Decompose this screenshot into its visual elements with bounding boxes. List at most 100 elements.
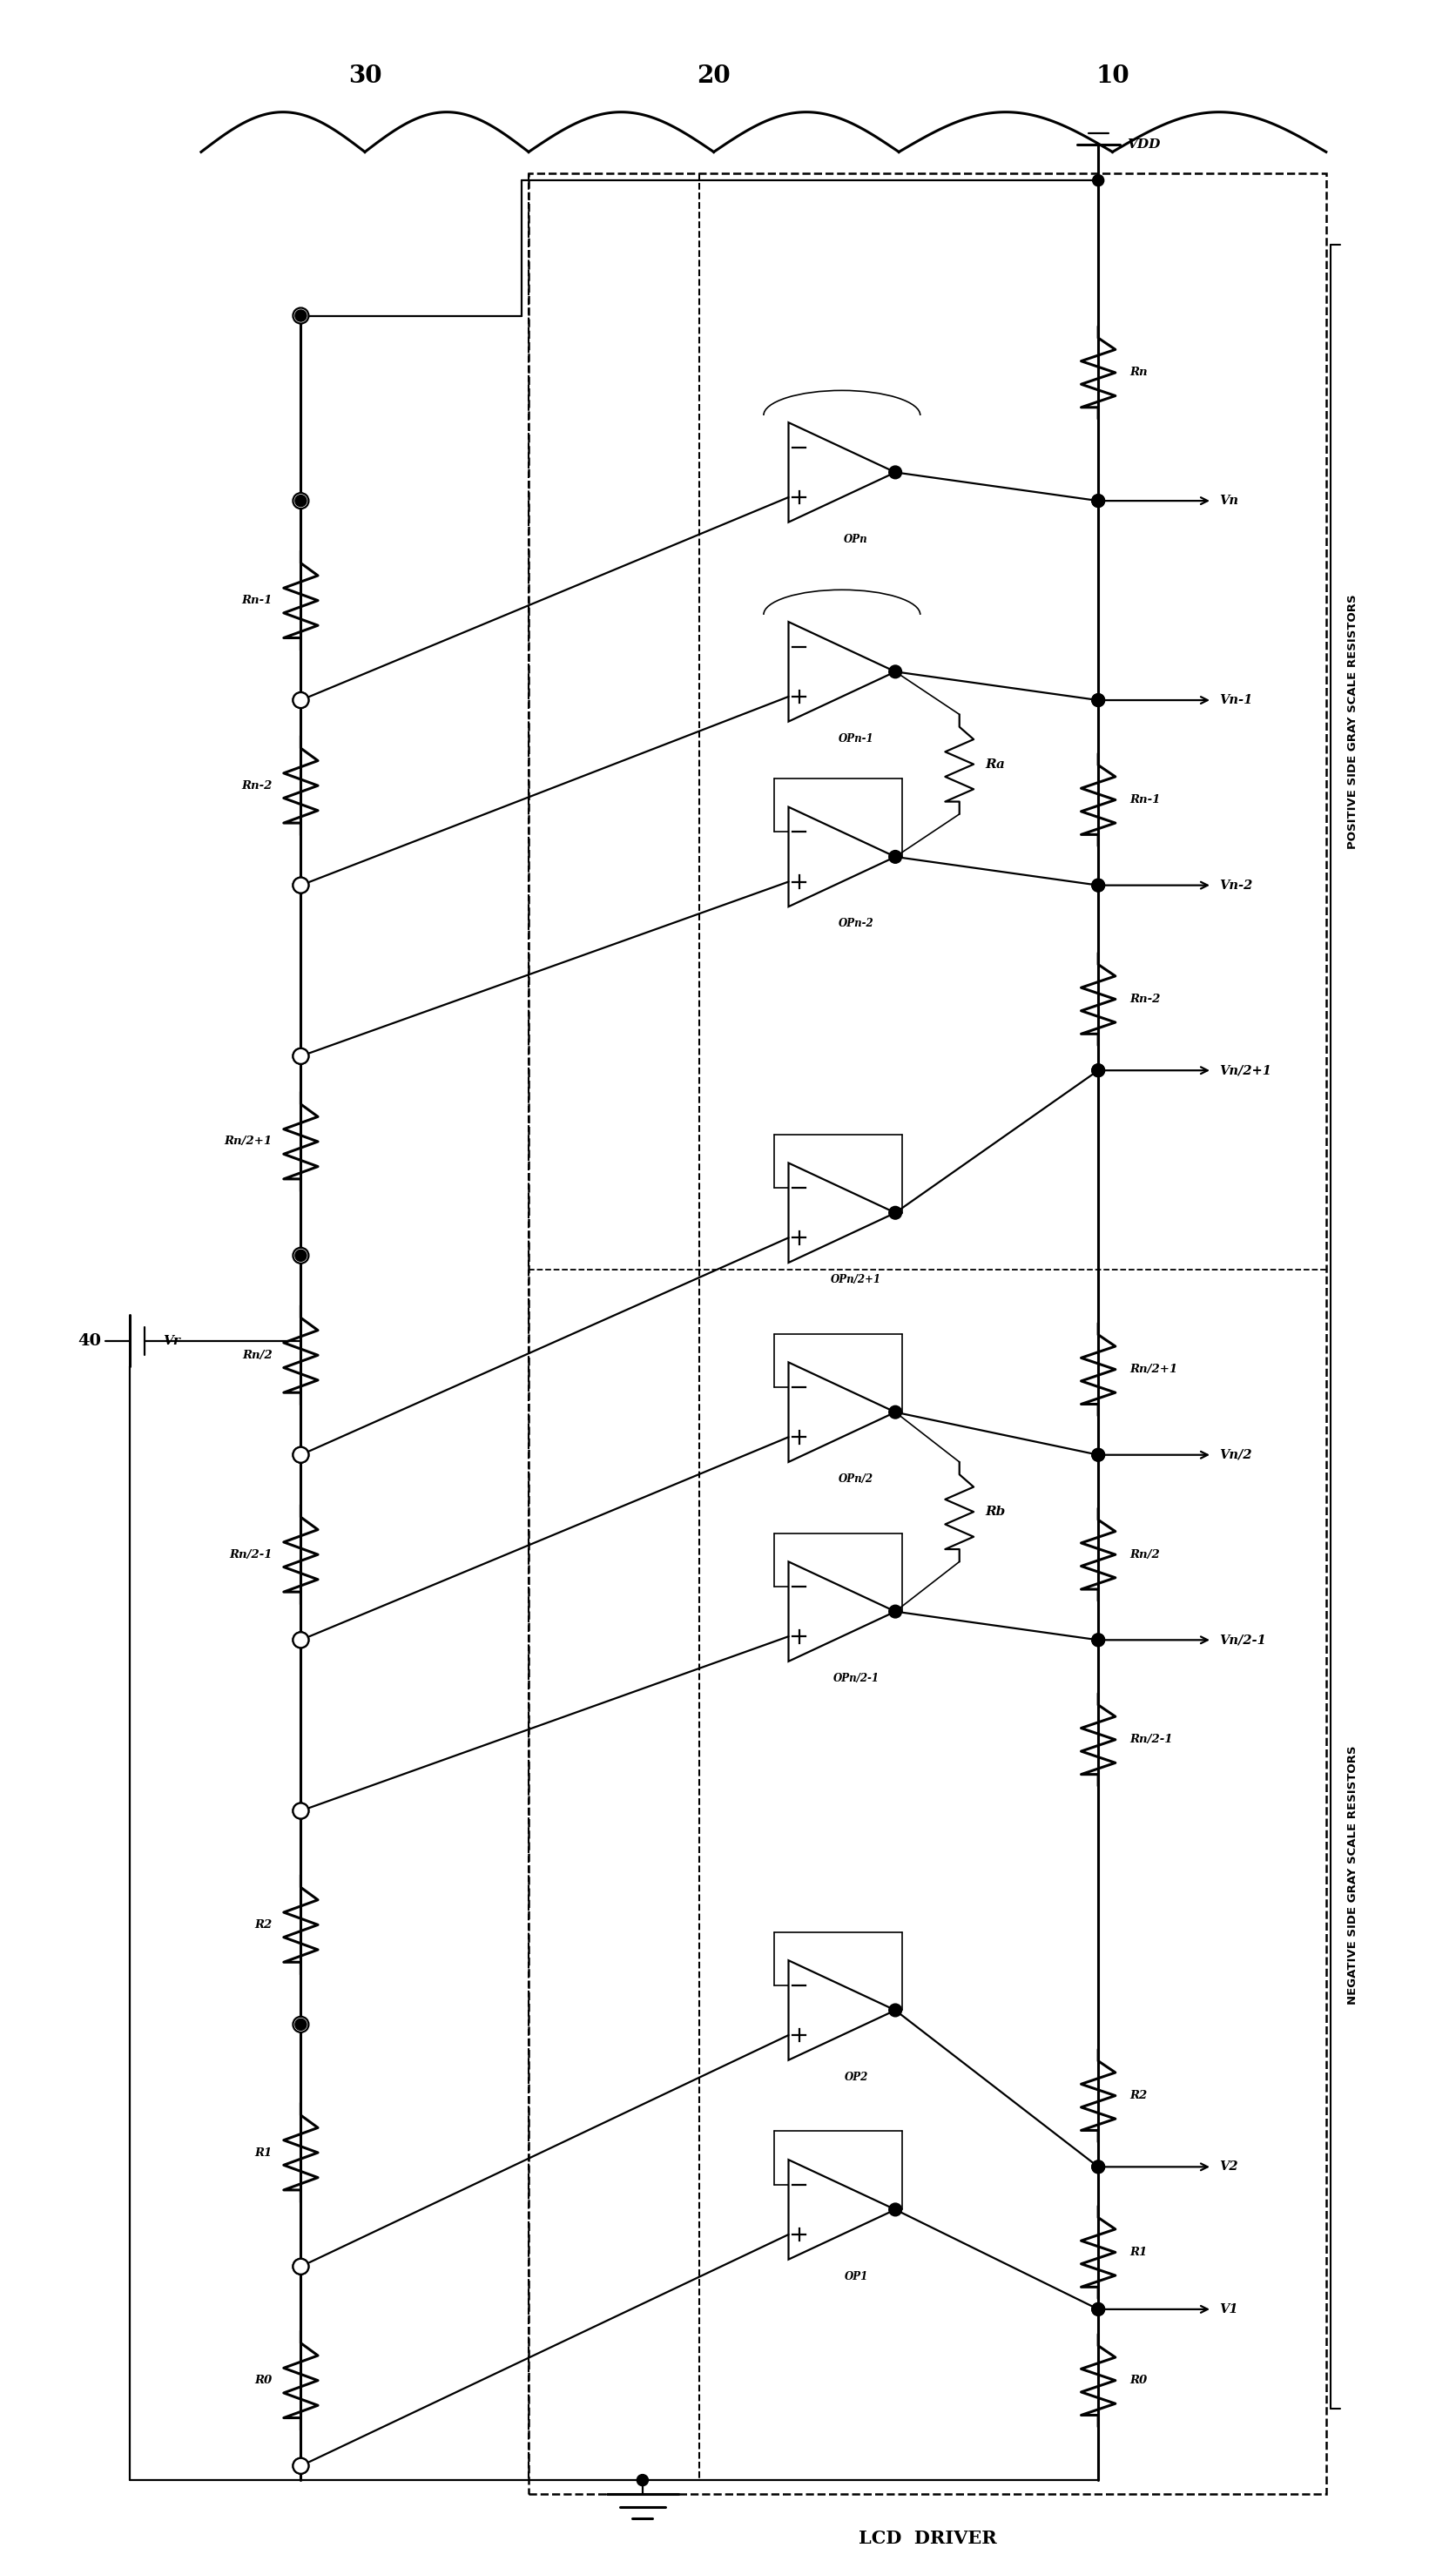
Circle shape	[293, 1446, 309, 1464]
Text: OPn-1: OPn-1	[839, 732, 874, 745]
Text: OPn: OPn	[844, 534, 868, 544]
Text: Rn: Rn	[1130, 367, 1147, 377]
Text: Rb: Rb	[986, 1505, 1005, 1518]
Text: 10: 10	[1096, 64, 1130, 87]
Text: VDD: VDD	[1127, 139, 1160, 152]
Text: Vn: Vn	[1219, 496, 1239, 506]
Text: Vr: Vr	[163, 1335, 181, 1348]
Text: Vn-2: Vn-2	[1219, 878, 1252, 891]
Circle shape	[293, 493, 309, 508]
Circle shape	[296, 1805, 307, 1816]
Text: R1: R1	[1130, 2247, 1147, 2257]
Circle shape	[293, 2016, 309, 2031]
Circle shape	[890, 1605, 901, 1618]
Circle shape	[293, 1803, 309, 1818]
Text: OPn/2: OPn/2	[839, 1474, 874, 1484]
Text: Rn/2-1: Rn/2-1	[1130, 1733, 1172, 1746]
Circle shape	[1092, 2303, 1105, 2316]
Circle shape	[296, 496, 307, 506]
Circle shape	[294, 1050, 307, 1063]
Text: LCD  DRIVER: LCD DRIVER	[858, 2529, 996, 2547]
Circle shape	[293, 878, 309, 894]
Circle shape	[1092, 1063, 1105, 1076]
Text: Rn/2: Rn/2	[242, 1351, 272, 1361]
Circle shape	[296, 2018, 307, 2031]
Circle shape	[293, 1633, 309, 1649]
Text: OPn/2+1: OPn/2+1	[831, 1274, 881, 1287]
Circle shape	[293, 308, 309, 324]
Circle shape	[1092, 878, 1105, 891]
Circle shape	[293, 693, 309, 709]
Circle shape	[1092, 1448, 1105, 1461]
Text: Rn/2: Rn/2	[1130, 1549, 1160, 1561]
Circle shape	[293, 878, 309, 894]
Circle shape	[294, 1633, 307, 1646]
Circle shape	[293, 1048, 309, 1063]
Circle shape	[296, 2460, 307, 2470]
Circle shape	[890, 2203, 901, 2216]
Circle shape	[296, 1633, 307, 1646]
Circle shape	[296, 693, 307, 706]
Circle shape	[890, 1405, 901, 1418]
Circle shape	[293, 2260, 309, 2275]
Circle shape	[294, 2460, 307, 2473]
Circle shape	[293, 2458, 309, 2473]
Circle shape	[296, 311, 307, 321]
Circle shape	[294, 878, 307, 891]
Circle shape	[1092, 2160, 1105, 2173]
Text: Rn/2+1: Rn/2+1	[224, 1135, 272, 1148]
Text: OPn-2: OPn-2	[839, 917, 874, 930]
Circle shape	[293, 693, 309, 709]
Text: R0: R0	[255, 2375, 272, 2386]
Circle shape	[1092, 1448, 1105, 1461]
Circle shape	[293, 1633, 309, 1649]
Circle shape	[1092, 693, 1105, 706]
Text: Rn/2-1: Rn/2-1	[229, 1549, 272, 1561]
Circle shape	[1092, 2303, 1105, 2316]
Circle shape	[293, 1803, 309, 1818]
Circle shape	[890, 850, 901, 863]
Circle shape	[296, 1448, 307, 1461]
Circle shape	[294, 2260, 307, 2273]
Circle shape	[1092, 175, 1104, 185]
Circle shape	[293, 1248, 309, 1263]
Text: 40: 40	[79, 1333, 102, 1348]
Circle shape	[293, 1048, 309, 1063]
Text: Rn-1: Rn-1	[242, 596, 272, 606]
Circle shape	[1092, 2160, 1105, 2173]
Circle shape	[890, 665, 901, 678]
Circle shape	[1092, 1063, 1105, 1076]
Circle shape	[294, 1805, 307, 1818]
Circle shape	[890, 465, 901, 478]
Text: R1: R1	[255, 2147, 272, 2157]
Text: V1: V1	[1219, 2303, 1238, 2316]
Text: Ra: Ra	[986, 758, 1005, 770]
Text: R2: R2	[255, 1918, 272, 1931]
Text: Rn-1: Rn-1	[1130, 794, 1160, 806]
Circle shape	[293, 1446, 309, 1464]
Text: 20: 20	[697, 64, 731, 87]
Circle shape	[890, 2003, 901, 2016]
Text: Rn/2+1: Rn/2+1	[1130, 1364, 1178, 1374]
Circle shape	[1092, 1633, 1105, 1646]
Text: Vn/2: Vn/2	[1219, 1448, 1252, 1461]
Text: Rn-2: Rn-2	[242, 781, 272, 791]
Circle shape	[294, 1448, 307, 1461]
Circle shape	[1092, 496, 1105, 508]
Circle shape	[296, 2260, 307, 2273]
Text: Vn-1: Vn-1	[1219, 693, 1252, 706]
Circle shape	[1092, 878, 1105, 891]
Text: Vn/2-1: Vn/2-1	[1219, 1633, 1267, 1646]
Text: R0: R0	[1130, 2375, 1147, 2386]
Circle shape	[296, 1251, 307, 1261]
Text: NEGATIVE SIDE GRAY SCALE RESISTORS: NEGATIVE SIDE GRAY SCALE RESISTORS	[1347, 1746, 1358, 2006]
Text: R2: R2	[1130, 2090, 1147, 2101]
Circle shape	[1092, 693, 1105, 706]
Circle shape	[1092, 496, 1105, 508]
Text: V2: V2	[1219, 2160, 1238, 2173]
Text: OPn/2-1: OPn/2-1	[833, 1672, 879, 1685]
Circle shape	[296, 881, 307, 891]
Circle shape	[636, 2476, 648, 2486]
Text: OP1: OP1	[844, 2270, 868, 2283]
Circle shape	[293, 2260, 309, 2275]
